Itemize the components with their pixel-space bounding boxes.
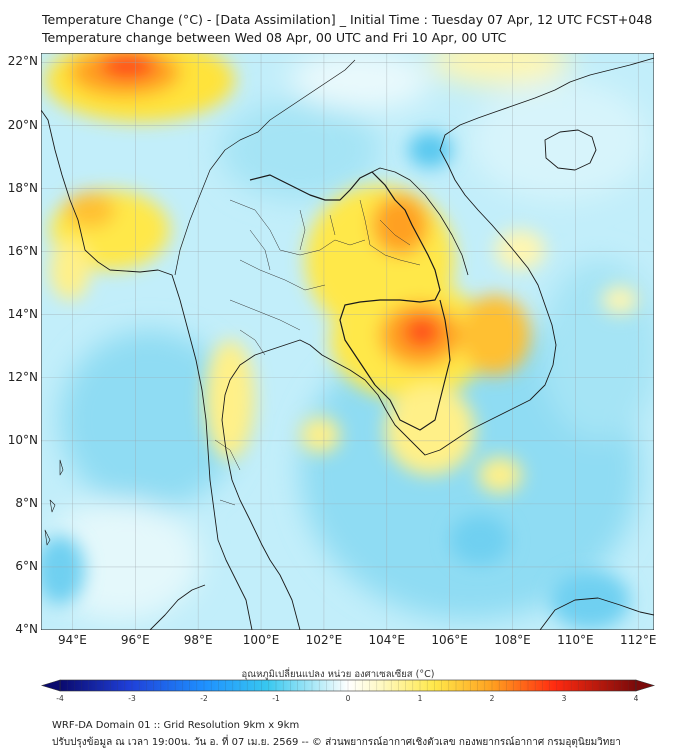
lon-tick-label: 98°E [183,633,213,647]
colorbar-tick-label: -2 [200,694,208,703]
coastline-sumatra-north [149,584,206,630]
provincial-borders [214,199,421,506]
colorbar-tick-label: 0 [345,694,351,703]
lon-tick-label: 104°E [368,633,406,647]
lat-tick-label: 20°N [7,117,38,132]
lon-tick-label: 108°E [494,633,531,647]
lat-tick-label: 4°N [15,622,38,636]
lon-tick-label: 110°E [557,633,594,647]
colorbar-tick-label: 2 [489,694,495,703]
islands-andaman [44,459,64,546]
lon-tick-label: 96°E [120,633,150,647]
lat-tick-label: 14°N [7,306,38,321]
temperature-field [41,53,654,630]
colorbar-tick-label: -3 [128,694,136,703]
field-cool-blobs [41,132,630,630]
lat-tick-label: 12°N [7,369,38,384]
coastline-myanmar-andaman [41,109,253,630]
lon-tick-label: 112°E [620,633,657,647]
map-subtitle: Temperature change between Wed 08 Apr, 0… [42,30,507,45]
map-grid [41,53,654,630]
lon-tick-label: 94°E [57,633,87,647]
lon-tick-label: 106°E [431,633,468,647]
colorbar-tick-label: 4 [633,694,639,703]
lat-tick-label: 8°N [15,495,38,510]
map-title: Temperature Change (°C) - [Data Assimila… [42,12,653,27]
lat-tick-label: 22°N [7,54,38,69]
colorbar-tick-label: -4 [56,694,64,703]
colorbar-tick-label: -1 [272,694,280,703]
coastline-borneo [539,597,654,630]
colorbar-tick-label: 1 [417,694,423,703]
border-laos-thailand [249,171,441,386]
footer-model-info: WRF-DA Domain 01 :: Grid Resolution 9km … [52,720,300,731]
border-myanmar-east [174,59,356,276]
border-cambodia-vietnam [374,299,451,431]
lat-tick-label: 18°N [7,180,38,195]
lon-tick-label: 102°E [305,633,343,647]
coastline-gulf-of-thailand [221,57,654,630]
lat-tick-label: 6°N [15,558,38,573]
colorbar [40,679,656,692]
lat-tick-label: 10°N [7,432,38,447]
coastlines-and-borders [41,57,654,630]
footer-update-info: ปรับปรุงข้อมูล ณ เวลา 19:00น. วัน อ. ที่… [52,737,621,748]
colorbar-title: อุณหภูมิเปลี่ยนแปลง หน่วย องศาเซลเซียส (… [241,669,435,680]
field-base-blobs [41,53,654,620]
coastline-hainan [544,129,597,171]
lat-tick-label: 16°N [7,243,38,258]
colorbar-tick-label: 3 [561,694,567,703]
border-vietnam-laos [371,167,469,276]
lon-tick-label: 100°E [242,633,280,647]
